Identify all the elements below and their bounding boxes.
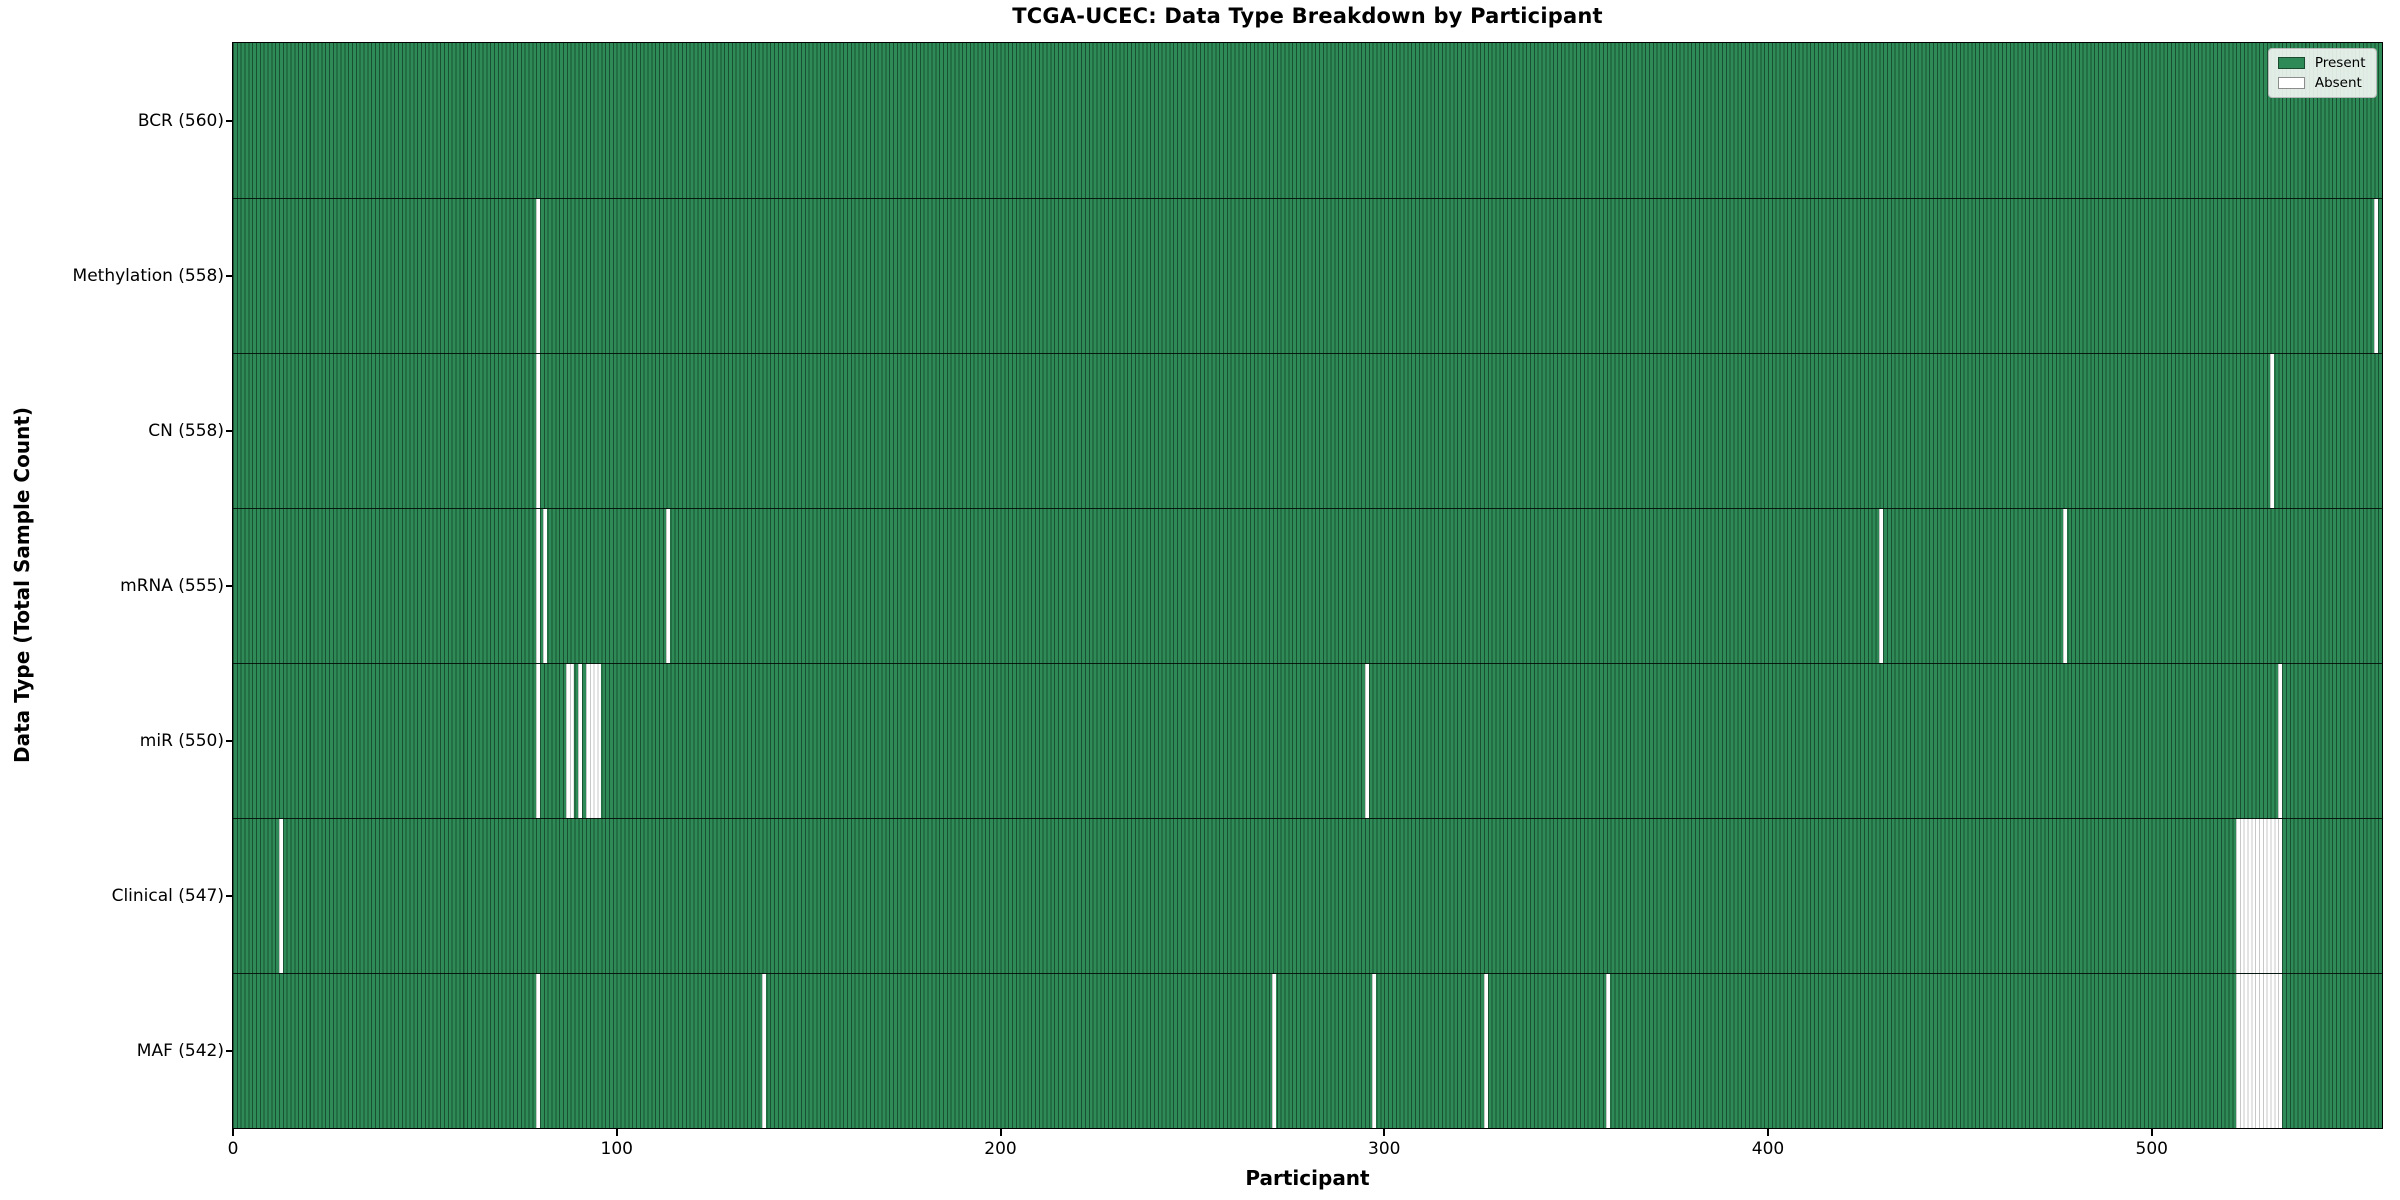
x-tick-label: 200 [984, 1139, 1017, 1159]
absent-segment [762, 973, 767, 1128]
absent-segment [535, 353, 540, 508]
absent-segment [2235, 818, 2282, 973]
y-tick-mark [226, 584, 233, 587]
y-tick-label: mRNA (555) [120, 575, 224, 596]
absent-segment [566, 663, 575, 818]
row-mrna [232, 507, 2382, 663]
x-tick-label: 100 [600, 1139, 633, 1159]
absent-segment [278, 818, 283, 973]
x-tick-mark [2150, 1128, 2153, 1136]
y-tick-label: BCR (560) [137, 110, 224, 131]
y-tick-label: MAF (542) [136, 1040, 224, 1061]
y-tick-mark [226, 274, 233, 277]
y-tick-mark [226, 429, 233, 432]
legend: Present Absent [2267, 47, 2377, 98]
y-tick-mark [226, 739, 233, 742]
absent-segment [1483, 973, 1488, 1128]
row-mir [232, 662, 2382, 818]
legend-entry-present: Present [2277, 54, 2366, 71]
absent-segment [543, 508, 548, 663]
row-cn [232, 352, 2382, 508]
absent-segment [2235, 973, 2282, 1128]
x-tick-mark [1767, 1128, 1769, 1136]
absent-segment [2373, 198, 2378, 353]
absent-segment [1878, 508, 1883, 663]
absent-segment [585, 663, 601, 818]
x-tick-label: 500 [2135, 1139, 2168, 1159]
legend-entry-absent: Absent [2277, 74, 2366, 91]
y-tick-label: CN (558) [148, 420, 224, 441]
absent-segment [2270, 353, 2275, 508]
absent-segment [1364, 663, 1369, 818]
chart-title: TCGA-UCEC: Data Type Breakdown by Partic… [1012, 4, 1603, 28]
x-tick-mark [232, 1128, 234, 1136]
x-tick-label: 0 [227, 1139, 239, 1159]
legend-label-present: Present [2314, 54, 2366, 71]
x-axis-label: Participant [1245, 1166, 1370, 1190]
row-bcr [232, 42, 2382, 198]
absent-segment [535, 663, 540, 818]
absent-segment [2062, 508, 2067, 663]
y-tick-mark [226, 119, 233, 122]
legend-label-absent: Absent [2314, 74, 2362, 91]
absent-segment [535, 973, 540, 1128]
x-tick-mark [999, 1128, 1002, 1136]
y-tick-mark [226, 1049, 233, 1052]
row-clinical [232, 817, 2382, 973]
absent-segment [535, 508, 540, 663]
absent-segment [1606, 973, 1611, 1128]
absent-segment [666, 508, 671, 663]
y-tick-label: Clinical (547) [111, 885, 224, 906]
row-maf [232, 972, 2382, 1128]
x-tick-mark [615, 1128, 618, 1136]
absent-segment [2277, 663, 2282, 818]
rows-container [232, 42, 2382, 1128]
x-tick-label: 300 [1368, 1139, 1401, 1159]
absent-swatch [2277, 76, 2305, 89]
y-tick-label: Methylation (558) [72, 265, 224, 286]
x-tick-mark [1383, 1128, 1386, 1136]
absent-segment [1372, 973, 1377, 1128]
y-tick-mark [226, 894, 233, 897]
y-axis-label: Data Type (Total Sample Count) [10, 406, 34, 764]
x-tick-label: 400 [1751, 1139, 1785, 1159]
plot-area: Present Absent [231, 41, 2383, 1129]
y-tick-label: miR (550) [139, 730, 224, 751]
row-methylation [232, 197, 2382, 353]
absent-segment [1272, 973, 1277, 1128]
present-swatch [2277, 56, 2305, 69]
absent-segment [577, 663, 582, 818]
absent-segment [535, 198, 540, 353]
